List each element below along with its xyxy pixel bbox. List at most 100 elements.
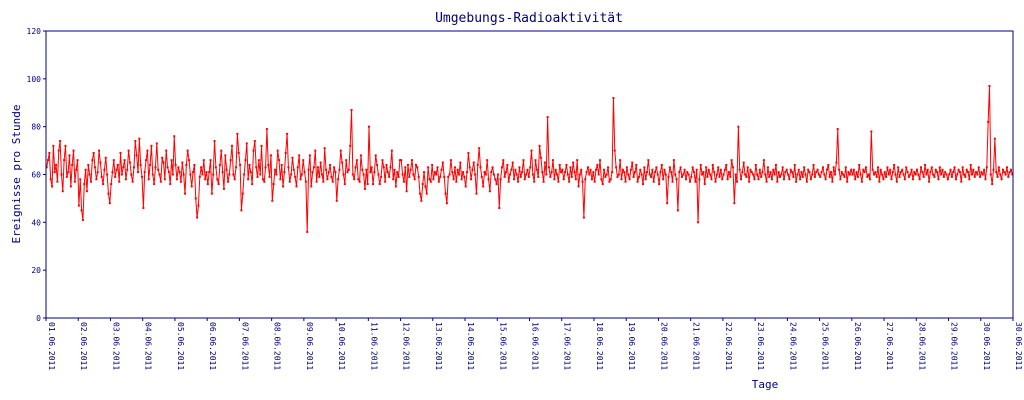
data-point bbox=[239, 163, 242, 166]
data-point bbox=[553, 178, 556, 181]
data-point bbox=[620, 178, 623, 181]
data-point bbox=[192, 171, 195, 174]
data-point bbox=[402, 180, 405, 183]
data-point bbox=[321, 173, 323, 176]
data-point bbox=[204, 178, 207, 181]
data-point bbox=[89, 180, 92, 183]
data-point bbox=[717, 166, 720, 169]
data-point bbox=[817, 173, 820, 176]
data-point bbox=[229, 159, 232, 162]
data-point bbox=[453, 166, 456, 169]
data-point bbox=[459, 161, 462, 164]
data-point bbox=[613, 149, 616, 152]
data-point bbox=[800, 171, 803, 174]
y-axis: 0 20 40 60 80 100 120 bbox=[27, 27, 46, 323]
data-point bbox=[737, 125, 740, 128]
data-point bbox=[609, 178, 612, 181]
data-point bbox=[744, 173, 747, 176]
data-point bbox=[241, 192, 244, 195]
data-point bbox=[490, 171, 493, 174]
data-point bbox=[77, 204, 80, 207]
data-point bbox=[400, 159, 403, 162]
data-point bbox=[702, 171, 705, 174]
data-point bbox=[875, 175, 878, 178]
data-point bbox=[968, 178, 971, 181]
data-point bbox=[355, 159, 358, 162]
data-point bbox=[267, 163, 270, 166]
data-point bbox=[310, 185, 313, 188]
data-point bbox=[787, 173, 790, 176]
data-point bbox=[784, 171, 787, 174]
data-point bbox=[977, 166, 980, 169]
data-point bbox=[427, 166, 430, 169]
data-point bbox=[733, 202, 736, 205]
data-point bbox=[741, 171, 744, 174]
data-point bbox=[683, 168, 686, 171]
data-point bbox=[899, 171, 902, 174]
y-tick-label: 60 bbox=[31, 171, 41, 180]
data-point bbox=[1008, 171, 1011, 174]
data-point bbox=[894, 173, 897, 176]
data-point bbox=[964, 175, 967, 178]
x-axis-label: Tage bbox=[752, 378, 779, 391]
data-point bbox=[408, 175, 411, 178]
data-point bbox=[596, 163, 599, 166]
data-point bbox=[797, 168, 800, 171]
data-point bbox=[568, 180, 571, 183]
data-point bbox=[529, 166, 532, 169]
data-point bbox=[969, 163, 972, 166]
data-point bbox=[345, 159, 348, 162]
data-point bbox=[599, 159, 602, 162]
x-axis: 01.06.2011 02.06.2011 03.06.2011 04.06.2011… bbox=[45, 318, 1023, 370]
data-point bbox=[120, 173, 123, 176]
data-point bbox=[106, 173, 109, 176]
data-point bbox=[339, 149, 342, 152]
data-point bbox=[245, 142, 248, 145]
data-point bbox=[216, 178, 219, 181]
data-point bbox=[55, 163, 58, 166]
x-tick-label: 15.06.2011 bbox=[498, 322, 507, 370]
series-layer bbox=[45, 85, 1014, 233]
data-point bbox=[983, 168, 986, 171]
data-point bbox=[303, 171, 306, 174]
data-point bbox=[887, 173, 890, 176]
data-point bbox=[693, 171, 696, 174]
data-point bbox=[226, 180, 229, 183]
data-point bbox=[63, 159, 66, 162]
data-point bbox=[460, 178, 463, 181]
data-point bbox=[639, 168, 642, 171]
data-point bbox=[582, 216, 585, 219]
data-point bbox=[902, 173, 905, 176]
data-point bbox=[909, 173, 912, 176]
data-point bbox=[184, 192, 187, 195]
data-point bbox=[612, 96, 615, 99]
data-point bbox=[918, 178, 921, 181]
data-point bbox=[777, 171, 780, 174]
x-tick-label: 13.06.2011 bbox=[434, 322, 443, 370]
data-point bbox=[942, 175, 945, 178]
data-point bbox=[855, 171, 858, 174]
data-point bbox=[827, 163, 830, 166]
data-point bbox=[502, 159, 505, 162]
data-point bbox=[629, 168, 632, 171]
data-point bbox=[174, 163, 177, 166]
data-point bbox=[80, 209, 83, 212]
data-point bbox=[893, 163, 896, 166]
data-point bbox=[594, 168, 597, 171]
data-point bbox=[608, 180, 611, 183]
data-point bbox=[789, 168, 792, 171]
data-point bbox=[166, 166, 169, 169]
data-point bbox=[231, 144, 234, 147]
data-point bbox=[233, 178, 236, 181]
data-point bbox=[85, 190, 88, 193]
data-point bbox=[897, 166, 900, 169]
data-point bbox=[179, 180, 182, 183]
data-point bbox=[150, 144, 153, 147]
data-point bbox=[796, 173, 799, 176]
data-point bbox=[142, 206, 145, 209]
data-point bbox=[862, 168, 865, 171]
x-tick-label: 12.06.2011 bbox=[402, 322, 411, 370]
data-point bbox=[108, 202, 111, 205]
y-tick-label: 100 bbox=[27, 75, 42, 84]
data-point bbox=[844, 166, 847, 169]
